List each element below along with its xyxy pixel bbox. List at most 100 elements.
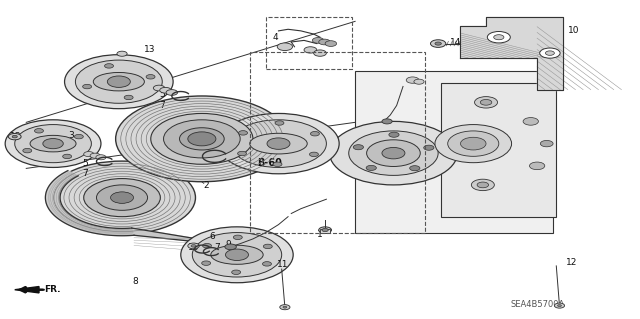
Circle shape xyxy=(8,133,21,140)
Circle shape xyxy=(319,227,332,233)
Text: 8: 8 xyxy=(132,277,138,286)
Circle shape xyxy=(116,96,288,182)
Text: 9: 9 xyxy=(225,240,231,249)
Circle shape xyxy=(146,75,155,79)
Ellipse shape xyxy=(30,135,76,152)
Text: 6: 6 xyxy=(209,232,215,241)
Circle shape xyxy=(160,87,172,93)
Circle shape xyxy=(273,162,282,167)
Circle shape xyxy=(5,120,101,167)
Circle shape xyxy=(96,155,106,160)
Circle shape xyxy=(239,131,248,135)
Text: 13: 13 xyxy=(10,132,22,141)
Circle shape xyxy=(90,153,100,158)
Circle shape xyxy=(540,48,560,58)
Circle shape xyxy=(435,124,511,163)
Circle shape xyxy=(487,32,510,43)
Circle shape xyxy=(529,162,545,170)
Circle shape xyxy=(304,47,317,53)
Circle shape xyxy=(382,119,392,124)
Circle shape xyxy=(202,261,211,265)
Circle shape xyxy=(406,77,419,83)
Polygon shape xyxy=(132,228,220,248)
Circle shape xyxy=(65,55,173,109)
Text: 6: 6 xyxy=(228,131,234,140)
Circle shape xyxy=(111,192,133,203)
Circle shape xyxy=(12,135,17,138)
Circle shape xyxy=(76,60,163,103)
Circle shape xyxy=(275,121,284,125)
Circle shape xyxy=(367,140,420,167)
Circle shape xyxy=(461,137,486,150)
Text: 4: 4 xyxy=(272,33,278,42)
Circle shape xyxy=(43,138,63,149)
Polygon shape xyxy=(45,171,134,236)
Circle shape xyxy=(202,243,211,248)
Text: 10: 10 xyxy=(568,26,579,35)
Text: 7: 7 xyxy=(214,243,220,252)
Circle shape xyxy=(84,152,94,157)
Circle shape xyxy=(493,35,504,40)
Ellipse shape xyxy=(93,72,145,91)
Circle shape xyxy=(151,114,253,164)
Circle shape xyxy=(540,140,553,147)
Circle shape xyxy=(237,151,246,156)
Text: 7: 7 xyxy=(159,101,165,110)
Circle shape xyxy=(277,43,292,50)
Circle shape xyxy=(188,243,199,249)
Text: SEA4B5700A: SEA4B5700A xyxy=(510,300,564,309)
Text: 13: 13 xyxy=(188,243,200,252)
Circle shape xyxy=(263,244,272,249)
Circle shape xyxy=(192,233,282,277)
Bar xyxy=(320,229,330,233)
Circle shape xyxy=(280,305,290,310)
Circle shape xyxy=(325,41,337,47)
Circle shape xyxy=(310,131,319,136)
Circle shape xyxy=(166,90,177,95)
Circle shape xyxy=(424,145,434,150)
Circle shape xyxy=(154,85,165,91)
Bar xyxy=(442,83,556,217)
Circle shape xyxy=(523,118,538,125)
Circle shape xyxy=(435,42,442,45)
Circle shape xyxy=(480,100,492,105)
Text: 3: 3 xyxy=(68,131,74,140)
Circle shape xyxy=(180,227,293,283)
Circle shape xyxy=(230,120,326,167)
Circle shape xyxy=(389,132,399,137)
Circle shape xyxy=(23,148,32,153)
Circle shape xyxy=(117,51,127,56)
Circle shape xyxy=(410,166,420,171)
FancyBboxPatch shape xyxy=(355,70,553,233)
Polygon shape xyxy=(15,286,39,293)
Text: 13: 13 xyxy=(144,45,156,55)
Circle shape xyxy=(554,303,564,308)
Circle shape xyxy=(191,245,196,247)
Circle shape xyxy=(267,138,290,149)
Circle shape xyxy=(97,185,148,210)
Text: 12: 12 xyxy=(566,258,577,267)
Bar xyxy=(266,17,352,69)
Circle shape xyxy=(108,76,131,87)
Circle shape xyxy=(382,147,405,159)
Circle shape xyxy=(232,270,241,274)
Circle shape xyxy=(349,131,438,175)
Circle shape xyxy=(35,129,44,133)
Circle shape xyxy=(164,120,240,158)
Circle shape xyxy=(283,306,287,308)
Circle shape xyxy=(262,262,271,266)
Circle shape xyxy=(557,305,561,307)
Text: 5: 5 xyxy=(159,90,165,99)
Circle shape xyxy=(414,79,424,84)
Circle shape xyxy=(218,114,339,174)
Circle shape xyxy=(188,132,216,146)
Text: FR.: FR. xyxy=(44,285,61,294)
Circle shape xyxy=(477,182,488,188)
Circle shape xyxy=(319,39,330,45)
Circle shape xyxy=(83,84,92,89)
Text: 7: 7 xyxy=(83,169,88,178)
Text: 14: 14 xyxy=(450,38,461,47)
Circle shape xyxy=(74,134,83,139)
Text: B-60: B-60 xyxy=(257,158,282,168)
Bar xyxy=(250,51,426,233)
